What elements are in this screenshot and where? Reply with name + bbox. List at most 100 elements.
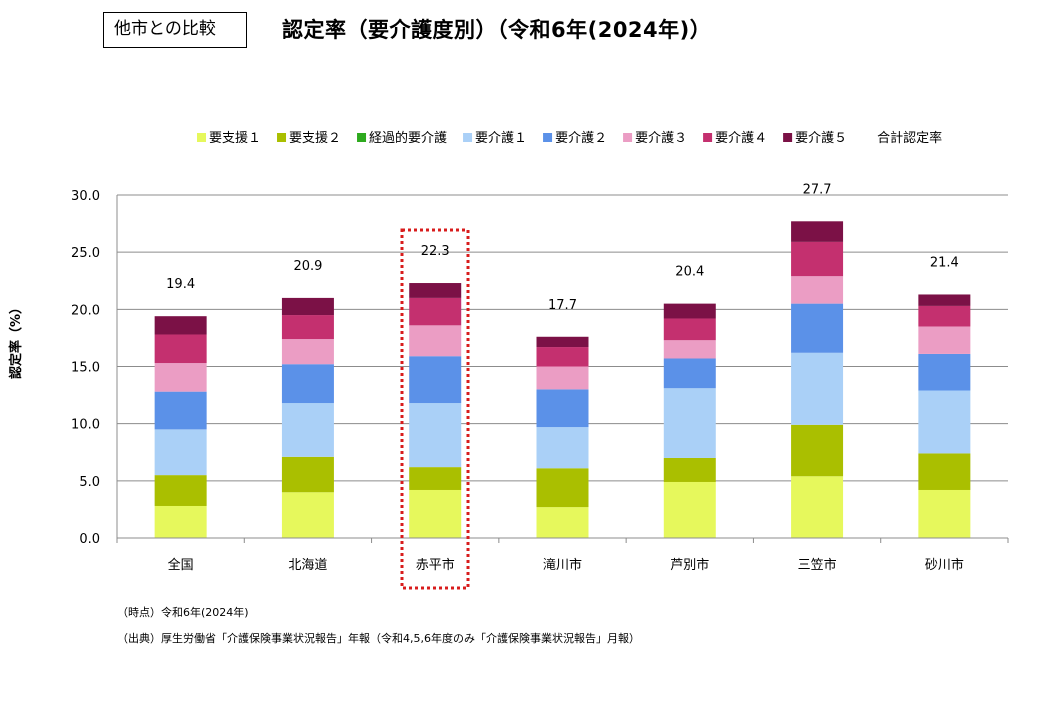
y-axis-label: 認定率（%） bbox=[8, 301, 24, 379]
bar-segment bbox=[918, 305, 971, 327]
total-labels: 19.4 20.9 22.3 17.7 20.4 27.7 21.4 bbox=[166, 182, 959, 312]
bar-segment bbox=[663, 340, 716, 359]
bar-segment bbox=[918, 390, 971, 454]
legend-swatch bbox=[197, 133, 206, 142]
bar-segment bbox=[663, 318, 716, 341]
bar-segment bbox=[154, 391, 207, 430]
y-tick-label: 20.0 bbox=[71, 303, 100, 318]
legend-label: 要介護３ bbox=[635, 130, 687, 146]
x-tick-label: 滝川市 bbox=[543, 557, 582, 573]
bar-segment bbox=[281, 315, 334, 340]
total-label: 19.4 bbox=[166, 277, 195, 292]
bar-segment bbox=[281, 339, 334, 365]
bar-segment bbox=[536, 468, 589, 508]
bar-segment bbox=[409, 403, 462, 468]
highlight-frame bbox=[400, 228, 470, 590]
bar-segment bbox=[409, 325, 462, 357]
bar-segment bbox=[281, 403, 334, 457]
bar-segment bbox=[409, 356, 462, 404]
bar-segment bbox=[536, 427, 589, 469]
legend-label: 要介護２ bbox=[555, 130, 607, 146]
bar-segment bbox=[281, 456, 334, 493]
bar-segment bbox=[154, 429, 207, 476]
bar-segment bbox=[663, 457, 716, 482]
bar-segment bbox=[536, 507, 589, 538]
bar-segment bbox=[791, 303, 844, 353]
bar-segment bbox=[663, 303, 716, 319]
bar-segment bbox=[918, 489, 971, 538]
bar-segment bbox=[791, 424, 844, 477]
bar-segment bbox=[154, 363, 207, 392]
bar-segment bbox=[663, 481, 716, 538]
bar-segment bbox=[663, 358, 716, 389]
bar-segment bbox=[154, 475, 207, 506]
chart-legend: 要支援１ 要支援２ 経過的要介護 要介護１ 要介護２ 要介護３ 要介護４ 要介護５ 合計認定率 bbox=[197, 130, 942, 146]
bar-segment bbox=[791, 241, 844, 277]
page-title: 認定率（要介護度別）（令和6年(2024年)） bbox=[282, 18, 712, 42]
legend-label: 要支援２ bbox=[289, 131, 341, 146]
x-axis-labels: 全国 北海道 赤平市 滝川市 芦別市 三笠市 砂川市 bbox=[168, 557, 964, 573]
bar-segment bbox=[536, 347, 589, 367]
total-label: 20.4 bbox=[675, 265, 704, 280]
x-tick-label: 全国 bbox=[168, 557, 194, 573]
bar-segment bbox=[154, 505, 207, 538]
x-tick-label: 赤平市 bbox=[416, 557, 455, 573]
bar-segment bbox=[536, 366, 589, 390]
bar-segment bbox=[409, 467, 462, 490]
legend-swatch bbox=[277, 133, 287, 142]
bar-segment bbox=[154, 334, 207, 364]
legend-label: 要介護５ bbox=[795, 130, 847, 146]
total-label: 20.9 bbox=[293, 259, 322, 274]
legend-swatch bbox=[357, 133, 367, 142]
total-label: 21.4 bbox=[930, 255, 959, 270]
bar-segment bbox=[791, 276, 844, 304]
source-note: （出典）厚生労働省「介護保険事業状況報告」年報（令和4,5,6年度のみ「介護保険… bbox=[117, 632, 640, 645]
bar-segment bbox=[409, 297, 462, 326]
legend-label: 要介護１ bbox=[475, 130, 527, 146]
total-label: 27.7 bbox=[803, 182, 832, 197]
total-label: 22.3 bbox=[421, 244, 450, 259]
chart-axes bbox=[116, 195, 1009, 543]
chart-bars bbox=[154, 221, 971, 538]
y-tick-label: 15.0 bbox=[71, 361, 100, 376]
x-tick-label: 砂川市 bbox=[925, 557, 964, 573]
total-label: 17.7 bbox=[548, 298, 577, 313]
bar-segment bbox=[918, 294, 971, 306]
legend-swatch bbox=[623, 133, 633, 142]
y-axis-ticks: 0.0 5.0 10.0 15.0 20.0 25.0 30.0 bbox=[71, 189, 100, 547]
bar-segment bbox=[409, 283, 462, 298]
legend-swatch bbox=[463, 133, 473, 142]
bar-segment bbox=[918, 353, 971, 391]
y-tick-label: 5.0 bbox=[79, 475, 100, 490]
bar-segment bbox=[918, 326, 971, 354]
bar-segment bbox=[281, 492, 334, 538]
x-tick-label: 北海道 bbox=[288, 558, 327, 573]
y-tick-label: 30.0 bbox=[71, 189, 100, 204]
y-tick-label: 25.0 bbox=[71, 246, 100, 261]
bar-segment bbox=[791, 476, 844, 538]
bar-segment bbox=[536, 389, 589, 428]
legend-label: 要支援１ bbox=[209, 131, 261, 146]
bar-segment bbox=[409, 489, 462, 538]
x-tick-label: 三笠市 bbox=[798, 557, 837, 573]
x-tick-label: 芦別市 bbox=[670, 557, 709, 573]
y-tick-label: 10.0 bbox=[71, 418, 100, 433]
bar-segment bbox=[154, 316, 207, 335]
bar-segment bbox=[281, 297, 334, 316]
legend-swatch bbox=[703, 133, 713, 142]
legend-label: 要介護４ bbox=[715, 130, 767, 146]
legend-swatch bbox=[543, 133, 553, 142]
bar-segment bbox=[918, 453, 971, 490]
comparison-tag: 他市との比較 bbox=[103, 12, 247, 48]
bar-segment bbox=[791, 352, 844, 425]
legend-label: 合計認定率 bbox=[877, 130, 942, 146]
bar-segment bbox=[536, 336, 589, 348]
legend-label: 経過的要介護 bbox=[369, 130, 447, 146]
legend-swatch bbox=[783, 133, 793, 142]
bar-segment bbox=[663, 388, 716, 458]
bar-segment bbox=[791, 221, 844, 242]
bar-segment bbox=[281, 364, 334, 404]
y-tick-label: 0.0 bbox=[79, 532, 100, 547]
time-note: （時点）令和6年(2024年) bbox=[117, 606, 249, 619]
